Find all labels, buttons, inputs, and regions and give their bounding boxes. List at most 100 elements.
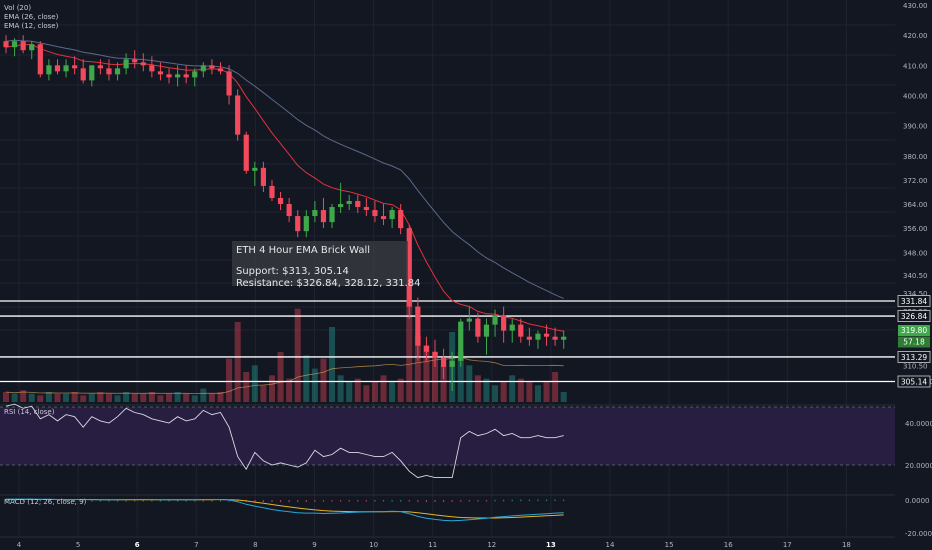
annotation-title: ETH 4 Hour EMA Brick Wall xyxy=(236,245,371,256)
volume-bar xyxy=(251,365,258,402)
volume-bar xyxy=(80,395,87,402)
rsi-axis-tick: 40.0000 xyxy=(905,420,932,428)
macd-histogram-bar xyxy=(39,499,41,502)
volume-bar xyxy=(492,385,499,402)
level-label-box xyxy=(897,295,931,307)
macd-histogram-bar xyxy=(442,500,445,503)
annotation-box[interactable] xyxy=(232,241,408,286)
level-label-text: 331.84 xyxy=(901,297,927,306)
macd-histogram-bar xyxy=(417,500,419,502)
macd-histogram-bar xyxy=(185,500,187,502)
volume-bar xyxy=(303,355,310,402)
volume-bar xyxy=(277,352,284,402)
volume-bar xyxy=(123,392,130,402)
candle-body xyxy=(175,74,181,78)
rsi-line xyxy=(5,403,564,479)
candle-body xyxy=(372,210,378,217)
rsi-band xyxy=(0,407,895,465)
macd-histogram-bar xyxy=(468,500,470,502)
time-axis-tick: 18 xyxy=(842,541,851,549)
macd-histogram-bar xyxy=(142,499,144,502)
rsi-axis-tick: 20.0000 xyxy=(905,462,932,470)
macd-histogram-bar xyxy=(219,500,222,502)
macd-histogram-bar xyxy=(434,500,436,503)
macd-histogram-bar xyxy=(520,499,522,502)
volume-bar xyxy=(71,392,78,402)
macd-histogram-bar xyxy=(331,500,333,502)
time-axis-tick: 9 xyxy=(312,541,316,549)
macd-histogram-bar xyxy=(202,499,204,502)
volume-bar xyxy=(560,392,567,402)
rsi-indicator-label[interactable]: RSI (14, close) xyxy=(4,408,55,416)
volume-bar xyxy=(346,382,353,402)
candle-body xyxy=(312,210,318,217)
volume-bar xyxy=(354,378,361,402)
time-axis-tick: 14 xyxy=(606,541,615,549)
candle-body xyxy=(97,65,103,69)
macd-histogram-bar xyxy=(262,500,264,503)
price-axis-tick: 334.50 xyxy=(903,290,928,298)
volume-indicator-label[interactable]: Vol (20) xyxy=(4,4,32,12)
candle-body xyxy=(63,65,69,72)
candle-body xyxy=(389,210,395,220)
volume-bar xyxy=(11,393,18,402)
volume-bar xyxy=(208,393,215,402)
macd-histogram-bar xyxy=(159,500,162,502)
candle-body xyxy=(11,41,18,48)
volume-bar xyxy=(329,327,336,402)
macd-histogram-bar xyxy=(511,499,513,502)
level-label-text: 326.84 xyxy=(901,312,927,321)
macd-pane: 0.0000 -20.0000 xyxy=(0,494,932,538)
macd-histogram-bar xyxy=(22,499,24,502)
volume-bar xyxy=(552,372,559,402)
volume-bar xyxy=(337,375,344,402)
macd-histogram-bar xyxy=(348,500,350,502)
last-price-labels: 319.80 57.18 xyxy=(898,325,930,348)
candle-body xyxy=(72,65,78,69)
candle-body xyxy=(269,185,275,198)
volume-bar xyxy=(543,382,550,402)
volume-bar xyxy=(268,375,275,402)
candle-body xyxy=(406,228,412,307)
volume-bar xyxy=(509,375,516,402)
volume-bar xyxy=(534,385,541,402)
volume-bar xyxy=(45,392,52,402)
macd-histogram-bar xyxy=(314,500,316,502)
volume-bar xyxy=(483,378,490,402)
macd-histogram-bar xyxy=(365,500,367,502)
candle-body xyxy=(114,68,121,75)
macd-histogram-bar xyxy=(5,499,7,502)
macd-histogram-bar xyxy=(279,500,282,503)
time-axis-tick: 10 xyxy=(369,541,378,549)
macd-histogram-bar xyxy=(297,500,299,503)
candle-body xyxy=(303,216,309,232)
price-axis-tick: 340.50 xyxy=(903,272,928,280)
candle-body xyxy=(243,134,249,171)
volume-bar xyxy=(105,393,112,402)
volume-bar xyxy=(466,365,473,402)
level-label-box xyxy=(897,351,931,363)
macd-axis-tick: -20.0000 xyxy=(905,530,932,538)
ema26-indicator-label[interactable]: EMA (26, close) xyxy=(4,13,59,21)
level-label-box xyxy=(897,310,931,322)
last-volume-text: 57.18 xyxy=(903,338,925,347)
candle-body xyxy=(338,204,344,208)
volume-bar xyxy=(200,388,207,402)
macd-histogram-bar xyxy=(151,499,153,502)
volume-bar xyxy=(432,352,438,402)
volume-bar xyxy=(234,322,241,402)
ema-lines xyxy=(5,39,564,332)
candle-body xyxy=(260,167,266,186)
macd-histogram-bar xyxy=(305,500,307,502)
candle-body xyxy=(226,71,232,96)
time-axis-tick: 8 xyxy=(253,541,257,549)
price-candles xyxy=(3,35,567,391)
macd-indicator-label[interactable]: MACD (12, 26, close, 9) xyxy=(4,498,87,506)
candle-body xyxy=(166,74,172,78)
time-axis-tick: 16 xyxy=(724,541,733,549)
candle-body xyxy=(415,306,421,346)
candle-body xyxy=(209,65,215,69)
candle-body xyxy=(3,41,9,48)
ema12-indicator-label[interactable]: EMA (12, close) xyxy=(4,22,59,30)
